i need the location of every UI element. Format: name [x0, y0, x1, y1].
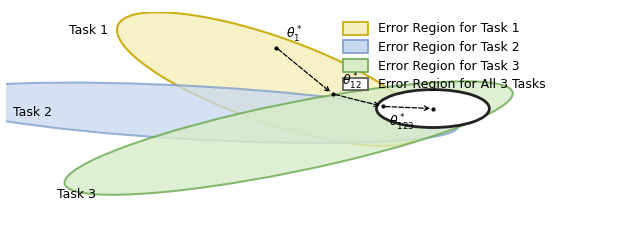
Text: Task 3: Task 3 — [56, 188, 95, 201]
Ellipse shape — [65, 81, 513, 195]
Text: $\theta_{12}^*$: $\theta_{12}^*$ — [342, 72, 362, 92]
Ellipse shape — [117, 12, 422, 146]
Text: Task 2: Task 2 — [13, 106, 52, 119]
Text: Task 1: Task 1 — [69, 24, 108, 37]
Text: $\theta_{123}^*$: $\theta_{123}^*$ — [389, 113, 415, 133]
Text: $\theta_1^*$: $\theta_1^*$ — [285, 25, 302, 45]
Ellipse shape — [0, 83, 458, 143]
Ellipse shape — [376, 90, 490, 128]
Legend: Error Region for Task 1, Error Region for Task 2, Error Region for Task 3, Error: Error Region for Task 1, Error Region fo… — [339, 18, 549, 95]
